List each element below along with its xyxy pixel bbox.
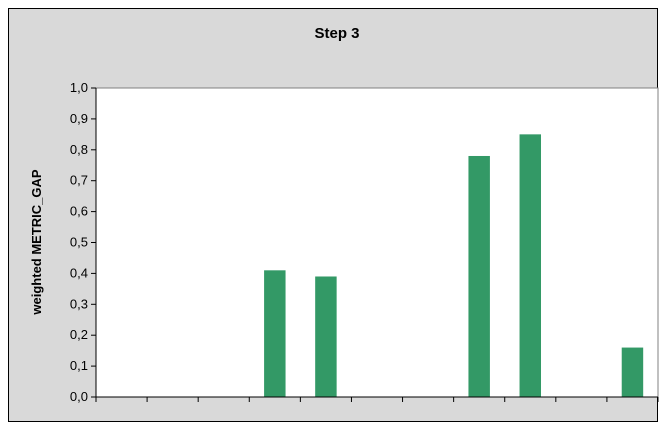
y-tick-label: 1,0 (70, 80, 88, 95)
y-tick-label: 0,1 (70, 358, 88, 373)
chart-title: Step 3 (314, 25, 359, 42)
y-tick-label: 0,2 (70, 327, 88, 342)
y-tick-label: 0,5 (70, 235, 88, 250)
y-tick-label: 0,0 (70, 389, 88, 404)
bar (519, 134, 542, 397)
bar (315, 276, 337, 397)
y-ticks-group: 0,0 0,1 0,2 0,3 0,4 0,5 0,6 0,7 0,8 0,9 1,0 (70, 80, 96, 404)
plot-area (95, 87, 659, 398)
y-tick-label: 0,7 (70, 173, 88, 188)
y-tick-label: 0,9 (70, 111, 88, 126)
bar (264, 270, 286, 397)
y-tick-label: 0,3 (70, 296, 88, 311)
bar (468, 155, 490, 397)
y-tick-label: 0,8 (70, 142, 88, 157)
bars-group (264, 134, 644, 397)
bar (621, 347, 644, 397)
y-tick-label: 0,4 (70, 265, 88, 280)
x-ticks-group (95, 397, 659, 402)
y-tick-label: 0,6 (70, 204, 88, 219)
y-axis-label: weighted METRIC_GAP (29, 169, 44, 316)
